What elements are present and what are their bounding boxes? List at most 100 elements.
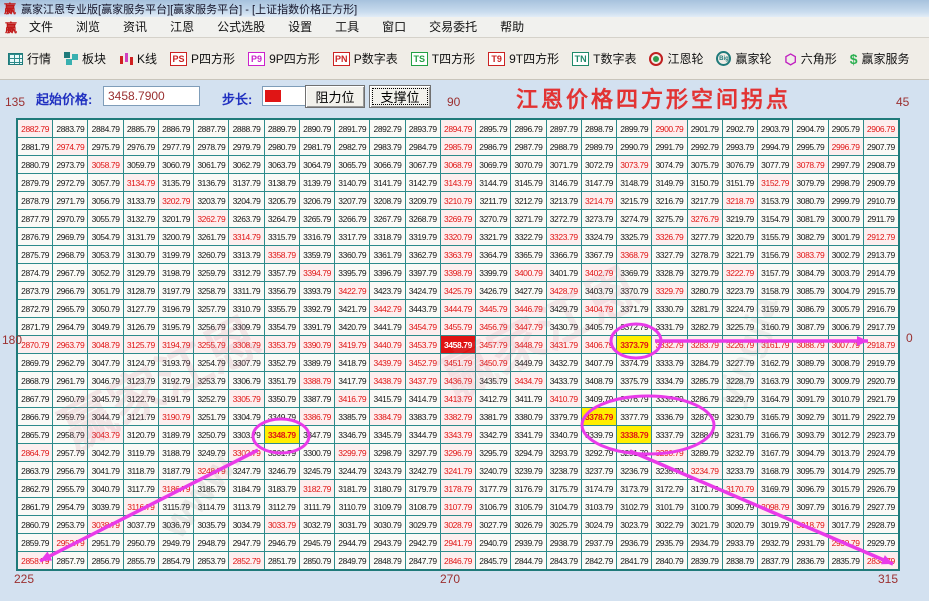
support-button[interactable]: 支撑位	[369, 85, 431, 108]
grid-cell: 2963.79	[53, 336, 88, 353]
grid-cell: 3327.79	[652, 246, 687, 263]
menu-item-4[interactable]: 公式选股	[217, 20, 266, 34]
menu-item-3[interactable]: 江恩	[170, 20, 195, 34]
grid-cell: 3037.79	[123, 516, 158, 533]
grid-cell: 3451.79	[440, 354, 476, 371]
start-price-input[interactable]	[103, 86, 200, 106]
grid-cell: 3059.79	[123, 156, 158, 173]
badge-tn-icon: TN	[572, 51, 590, 66]
grid-cell: 3161.79	[758, 336, 793, 353]
menu-item-9[interactable]: 帮助	[500, 20, 525, 34]
grid-cell: 2936.79	[617, 534, 652, 551]
grid-cell: 3287.79	[687, 408, 722, 425]
grid-cell: 3044.79	[88, 408, 123, 425]
grid-cell: 2978.79	[194, 138, 229, 155]
grid-cell: 3296.79	[440, 444, 476, 461]
grid-cell: 3369.79	[617, 264, 652, 281]
grid-cell: 2910.79	[863, 192, 898, 209]
grid-cell: 3352.79	[264, 354, 299, 371]
grid-cell: 3400.79	[511, 264, 546, 281]
step-label: 步长:	[222, 92, 253, 107]
toolbar-button-11[interactable]: ⬡ 六角形	[785, 50, 837, 67]
grid-cell: 3276.79	[687, 210, 722, 227]
grid-cell: 3205.79	[264, 192, 299, 209]
menu-items: 文件 浏览 资讯 江恩 公式选股 设置 工具 窗口 交易委托 帮助	[29, 18, 547, 36]
menu-item-7[interactable]: 窗口	[382, 20, 407, 34]
grid-cell: 3256.79	[194, 318, 229, 335]
grid-cell: 3403.79	[581, 282, 617, 299]
grid-cell: 3448.79	[511, 336, 546, 353]
toolbar-button-1[interactable]: 板块	[64, 50, 106, 67]
grid-cell: 3029.79	[405, 516, 440, 533]
toolbar-button-10[interactable]: Big 赢家轮	[716, 50, 772, 67]
toolbar-label: 9P四方形	[269, 52, 320, 66]
grid-cell: 2883.79	[53, 120, 88, 137]
toolbar-label: 六角形	[800, 52, 837, 66]
grid-cell: 3373.79	[617, 336, 652, 353]
grid-cell: 3328.79	[652, 264, 687, 281]
resistance-button[interactable]: 阻力位	[305, 85, 365, 108]
toolbar-button-5[interactable]: PN P数字表	[332, 50, 398, 67]
grid-cell: 3417.79	[335, 372, 370, 389]
grid-cell: 3353.79	[264, 336, 299, 353]
menu-item-2[interactable]: 资讯	[123, 20, 148, 34]
grid-cell: 3311.79	[229, 282, 264, 299]
grid-cell: 3312.79	[229, 264, 264, 281]
grid-cell: 2991.79	[652, 138, 687, 155]
grid-cell: 3286.79	[687, 390, 722, 407]
grid-cell: 3051.79	[88, 282, 123, 299]
grid-cell: 2987.79	[511, 138, 546, 155]
grid-cell: 3226.79	[722, 336, 758, 353]
grid-cell: 3165.79	[758, 408, 793, 425]
menu-item-6[interactable]: 工具	[335, 20, 360, 34]
grid-cell: 3355.79	[264, 300, 299, 317]
grid-cell: 3440.79	[370, 336, 405, 353]
grid-cell: 3376.79	[617, 390, 652, 407]
grid-cell: 2866.79	[18, 408, 53, 425]
toolbar-button-0[interactable]: 行情	[8, 50, 51, 67]
grid-cell: 3155.79	[758, 228, 793, 245]
grid-cell: 3252.79	[194, 390, 229, 407]
grid-cell: 2949.79	[158, 534, 194, 551]
grid-cell: 2894.79	[440, 120, 476, 137]
toolbar-button-8[interactable]: TN T数字表	[572, 50, 636, 67]
toolbar-button-6[interactable]: TS T四方形	[410, 50, 475, 67]
grid-cell: 3385.79	[335, 408, 370, 425]
grid-cell: 3210.79	[440, 192, 476, 209]
grid-cell: 3158.79	[758, 282, 793, 299]
grid-cell: 2968.79	[53, 246, 88, 263]
grid-cell: 2927.79	[863, 498, 898, 515]
grid-cell: 2985.79	[440, 138, 476, 155]
grid-cell: 3082.79	[793, 228, 828, 245]
grid-cell: 3245.79	[299, 462, 335, 479]
grid-cell: 3297.79	[405, 444, 440, 461]
toolbar-button-7[interactable]: T9 9T四方形	[488, 50, 559, 67]
grid-cell: 3416.79	[335, 390, 370, 407]
grid-cell: 3058.79	[88, 156, 123, 173]
grid-cell: 2842.79	[581, 552, 617, 569]
grid-cell: 2863.79	[18, 462, 53, 479]
grid-cell: 3288.79	[687, 426, 722, 443]
toolbar-button-3[interactable]: PS P四方形	[170, 50, 235, 67]
grid-cell: 3022.79	[652, 516, 687, 533]
grid-cell: 3003.79	[828, 264, 863, 281]
menu-item-5[interactable]: 设置	[288, 20, 313, 34]
toolbar-button-4[interactable]: P9 9P四方形	[248, 50, 320, 67]
grid-cell: 3435.79	[476, 372, 511, 389]
grid-cell: 3188.79	[158, 444, 194, 461]
menu-item-8[interactable]: 交易委托	[429, 20, 478, 34]
menu-item-0[interactable]: 文件	[29, 20, 54, 34]
grid-cell: 3358.79	[264, 246, 299, 263]
grid-cell: 3423.79	[370, 282, 405, 299]
grid-cell: 3415.79	[370, 390, 405, 407]
toolbar-button-12[interactable]: $ 赢家服务	[850, 50, 910, 67]
grid-cell: 3224.79	[722, 300, 758, 317]
grid-cell: 3216.79	[652, 192, 687, 209]
toolbar-button-9[interactable]: 江恩轮	[649, 50, 703, 67]
grid-cell: 3388.79	[299, 372, 335, 389]
grid-cell: 3172.79	[652, 480, 687, 497]
grid-cell: 3217.79	[687, 192, 722, 209]
grid-cell: 3131.79	[123, 228, 158, 245]
toolbar-button-2[interactable]: K线	[119, 50, 157, 67]
menu-item-1[interactable]: 浏览	[76, 20, 101, 34]
